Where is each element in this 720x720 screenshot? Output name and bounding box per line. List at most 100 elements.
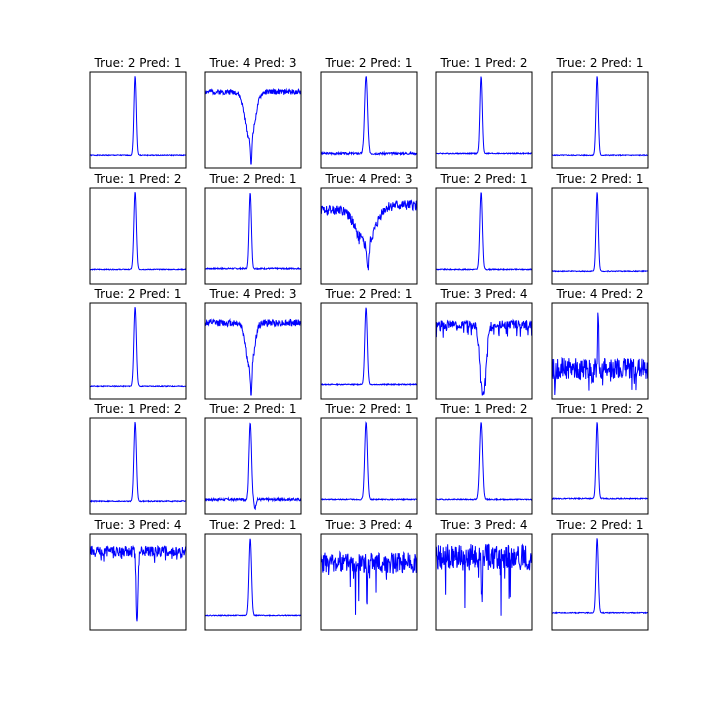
subplot-17: True: 2 Pred: 1 (204, 402, 302, 515)
subplot-14: True: 3 Pred: 4 (435, 287, 533, 400)
axes-frame (89, 302, 187, 400)
subplot-title: True: 2 Pred: 1 (556, 518, 644, 532)
axes-frame (89, 187, 187, 285)
series-line (320, 550, 418, 615)
subplot-title: True: 2 Pred: 1 (209, 402, 297, 416)
axes-frame (89, 417, 187, 515)
subplot-title: True: 1 Pred: 2 (94, 172, 182, 186)
subplot-22: True: 2 Pred: 1 (204, 518, 302, 631)
subplot-8: True: 4 Pred: 3 (320, 172, 418, 285)
subplot-title: True: 1 Pred: 2 (94, 402, 182, 416)
series-line (320, 421, 418, 502)
subplot-title: True: 2 Pred: 1 (325, 402, 413, 416)
subplot-title: True: 3 Pred: 4 (325, 518, 413, 532)
subplot-title: True: 3 Pred: 4 (94, 518, 182, 532)
subplot-15: True: 4 Pred: 2 (551, 287, 649, 400)
series-line (89, 307, 187, 388)
axes-frame (320, 71, 418, 169)
axes-frame (204, 533, 302, 631)
series-line (204, 538, 302, 617)
series-line (435, 76, 533, 156)
subplot-16: True: 1 Pred: 2 (89, 402, 187, 515)
series-line (89, 76, 187, 157)
subplot-4: True: 1 Pred: 2 (435, 56, 533, 169)
axes-frame (320, 417, 418, 515)
axes-frame (435, 533, 533, 631)
subplot-3: True: 2 Pred: 1 (320, 56, 418, 169)
subplot-title: True: 2 Pred: 1 (325, 287, 413, 301)
subplot-12: True: 4 Pred: 3 (204, 287, 302, 400)
subplot-title: True: 3 Pred: 4 (440, 287, 528, 301)
subplot-title: True: 3 Pred: 4 (440, 518, 528, 532)
series-line (89, 192, 187, 271)
axes-frame (435, 187, 533, 285)
series-line (204, 193, 302, 271)
axes-frame (551, 417, 649, 515)
series-line (551, 192, 649, 273)
axes-frame (320, 187, 418, 285)
subplot-13: True: 2 Pred: 1 (320, 287, 418, 400)
subplot-title: True: 2 Pred: 1 (209, 518, 297, 532)
subplot-title: True: 4 Pred: 3 (209, 287, 297, 301)
axes-frame (551, 187, 649, 285)
axes-frame (435, 71, 533, 169)
axes-frame (204, 302, 302, 400)
subplot-title: True: 2 Pred: 1 (325, 56, 413, 70)
subplot-23: True: 3 Pred: 4 (320, 518, 418, 631)
axes-frame (89, 533, 187, 631)
subplot-title: True: 1 Pred: 2 (440, 56, 528, 70)
subplot-title: True: 2 Pred: 1 (209, 172, 297, 186)
series-line (435, 192, 533, 272)
series-line (204, 317, 302, 396)
subplot-title: True: 2 Pred: 1 (94, 287, 182, 301)
subplot-title: True: 2 Pred: 1 (556, 172, 644, 186)
subplot-title: True: 4 Pred: 3 (209, 56, 297, 70)
subplot-1: True: 2 Pred: 1 (89, 56, 187, 169)
subplot-10: True: 2 Pred: 1 (551, 172, 649, 285)
subplot-title: True: 2 Pred: 1 (556, 56, 644, 70)
subplot-title: True: 4 Pred: 2 (556, 287, 644, 301)
subplot-title: True: 1 Pred: 2 (440, 402, 528, 416)
series-line (551, 422, 649, 501)
series-line (435, 318, 533, 396)
subplot-24: True: 3 Pred: 4 (435, 518, 533, 631)
axes-frame (204, 417, 302, 515)
subplot-title: True: 4 Pred: 3 (325, 172, 413, 186)
series-line (320, 199, 418, 271)
axes-frame (551, 302, 649, 400)
subplot-9: True: 2 Pred: 1 (435, 172, 533, 285)
subplot-2: True: 4 Pred: 3 (204, 56, 302, 169)
axes-frame (204, 187, 302, 285)
subplot-25: True: 2 Pred: 1 (551, 518, 649, 631)
series-line (435, 543, 533, 616)
series-line (204, 422, 302, 511)
axes-frame (435, 417, 533, 515)
subplot-7: True: 2 Pred: 1 (204, 172, 302, 285)
axes-frame (551, 71, 649, 169)
subplot-title: True: 1 Pred: 2 (556, 402, 644, 416)
subplot-6: True: 1 Pred: 2 (89, 172, 187, 285)
subplot-20: True: 1 Pred: 2 (551, 402, 649, 515)
series-line (551, 312, 649, 396)
series-line (320, 76, 418, 157)
subplot-title: True: 2 Pred: 1 (94, 56, 182, 70)
subplot-21: True: 3 Pred: 4 (89, 518, 187, 631)
subplot-5: True: 2 Pred: 1 (551, 56, 649, 169)
axes-frame (435, 302, 533, 400)
axes-frame (320, 302, 418, 400)
series-line (89, 421, 187, 503)
series-line (320, 307, 418, 387)
axes-frame (320, 533, 418, 631)
series-line (435, 422, 533, 502)
subplot-11: True: 2 Pred: 1 (89, 287, 187, 400)
subplot-title: True: 2 Pred: 1 (440, 172, 528, 186)
axes-frame (204, 71, 302, 169)
series-line (204, 87, 302, 165)
series-line (551, 538, 649, 615)
axes-frame (551, 533, 649, 631)
series-line (551, 76, 649, 157)
series-line (89, 544, 187, 622)
axes-frame (89, 71, 187, 169)
subplot-19: True: 1 Pred: 2 (435, 402, 533, 515)
